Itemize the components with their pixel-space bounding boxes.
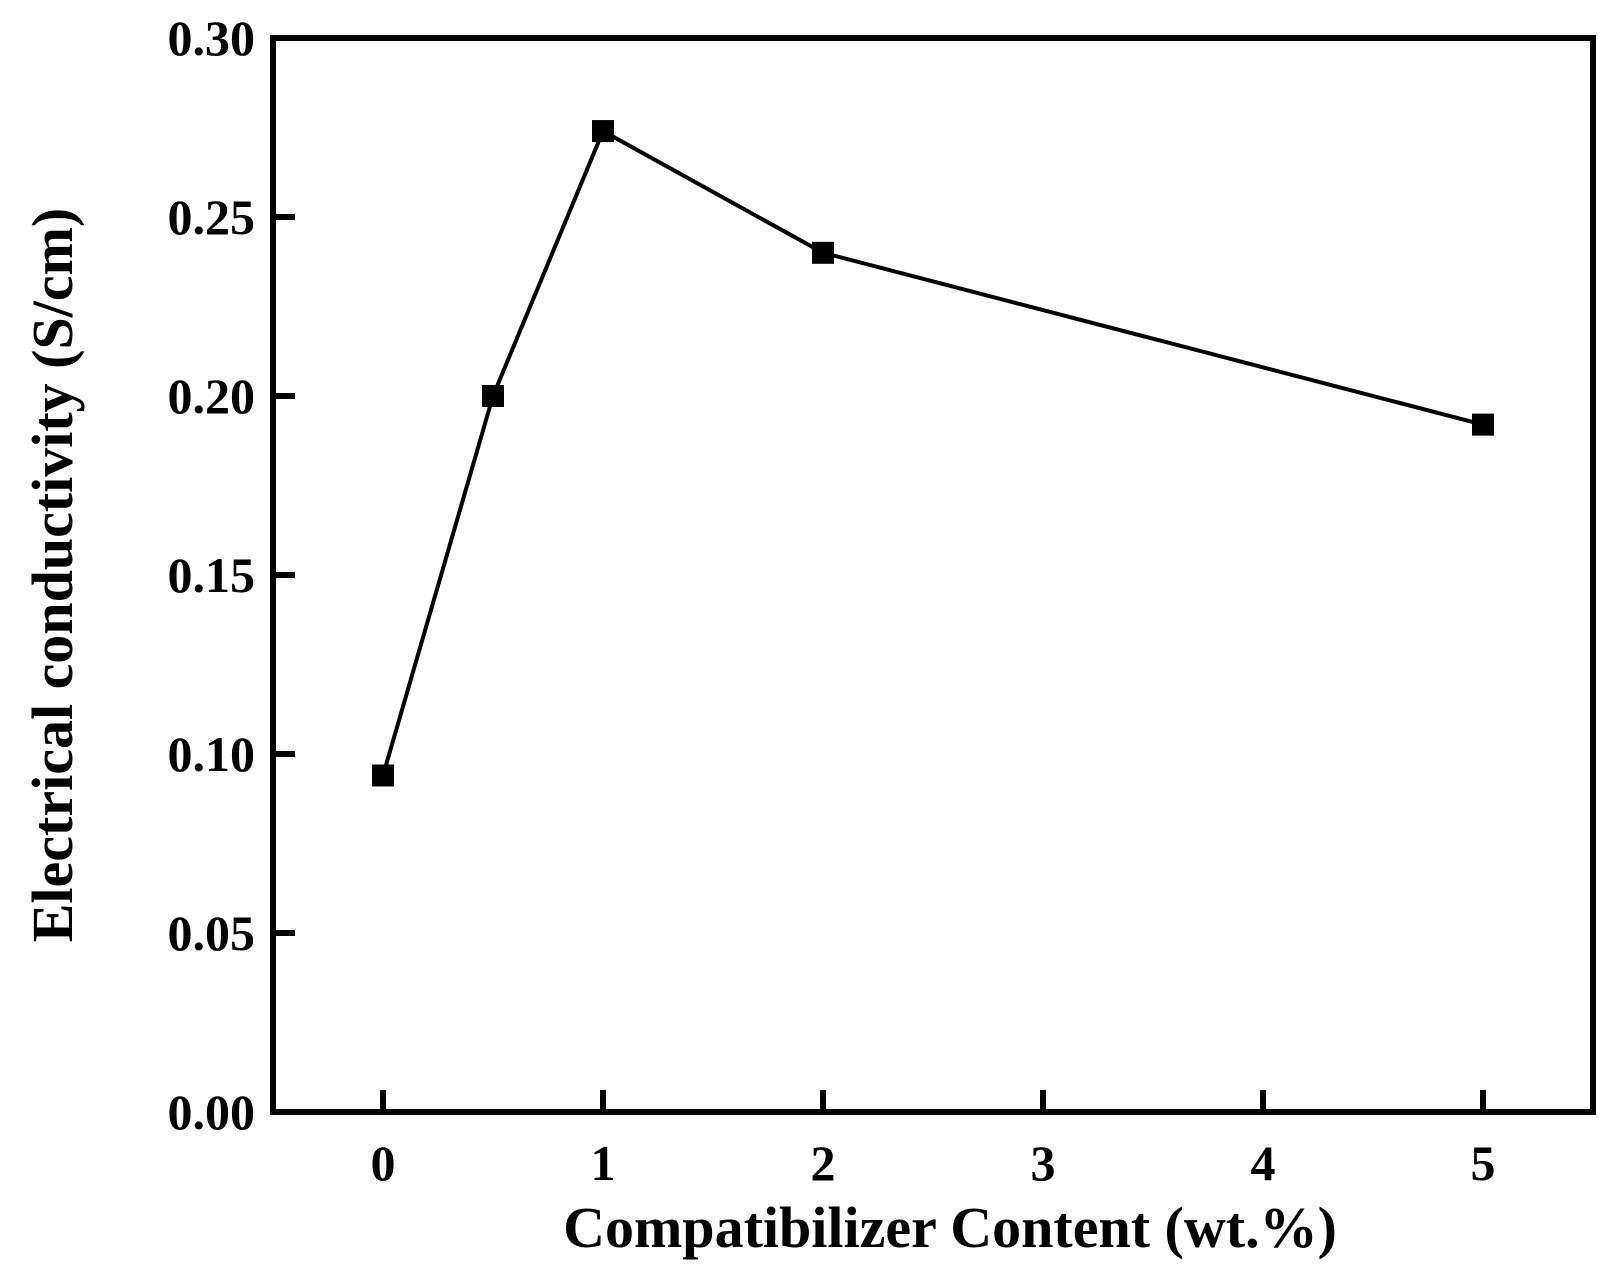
- x-tick-label: 5: [1471, 1135, 1496, 1191]
- y-tick-label: 0.05: [168, 905, 256, 961]
- x-tick-label: 1: [591, 1135, 616, 1191]
- x-tick-label: 3: [1031, 1135, 1056, 1191]
- x-tick-label: 0: [371, 1135, 396, 1191]
- y-tick-label: 0.20: [168, 368, 256, 424]
- data-point-marker: [812, 241, 834, 264]
- y-tick-label: 0.25: [168, 189, 256, 245]
- data-point-marker: [372, 764, 394, 787]
- y-tick-label: 0.10: [168, 726, 256, 782]
- series-line: [381, 128, 1484, 777]
- data-markers: [372, 120, 1494, 787]
- data-point-marker: [482, 385, 504, 407]
- data-point-marker: [1472, 413, 1494, 436]
- y-tick-label: 0.30: [168, 10, 256, 66]
- y-tick-label: 0.15: [168, 547, 256, 603]
- x-tick-label: 4: [1251, 1135, 1276, 1191]
- y-tick-label: 0.00: [168, 1084, 256, 1140]
- plot-frame: [270, 35, 1596, 1115]
- x-axis-title: Compatibilizer Content (wt.%): [563, 1195, 1337, 1260]
- y-axis-ticks: 0.00 0.05 0.10 0.15 0.20 0.25 0.30: [168, 10, 295, 1140]
- x-axis-ticks: 0 1 2 3 4 5: [371, 1090, 1496, 1191]
- x-tick-label: 2: [811, 1135, 836, 1191]
- y-axis-title: Electrical conductivity (S/cm): [20, 208, 85, 943]
- data-point-marker: [592, 120, 614, 143]
